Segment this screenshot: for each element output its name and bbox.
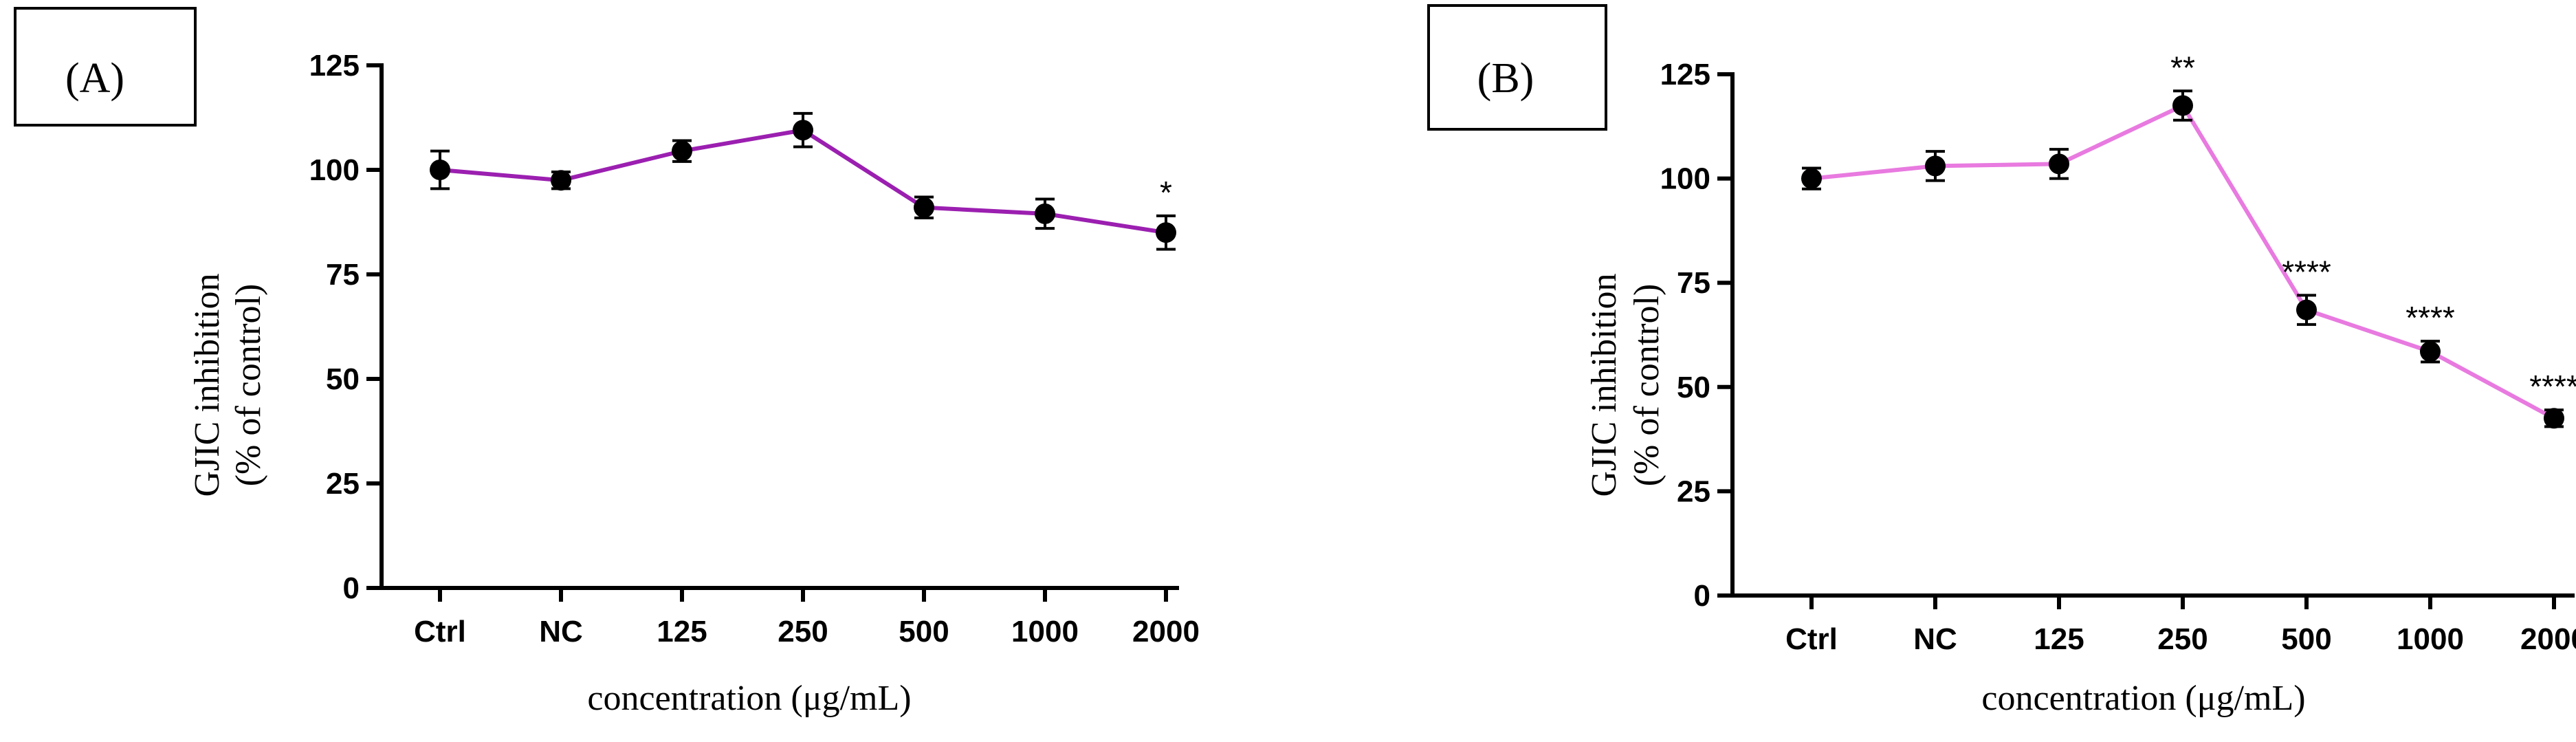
- panel-b-series-line: [1811, 102, 2555, 420]
- panel-a-label: (A): [65, 55, 124, 102]
- panel-b-significance-marker: **: [2170, 50, 2195, 85]
- panel-a-data-point: [793, 120, 813, 141]
- panel-b-y-tick-label: 50: [1677, 371, 1710, 404]
- panel-b-significance-marker: ****: [2529, 369, 2576, 404]
- panel-b-data-point: [2049, 153, 2069, 175]
- panel-a-y-tick-label: 50: [326, 362, 360, 396]
- panel-a-y-tick-label: 75: [326, 258, 360, 292]
- panel-a-data-point: [1156, 222, 1176, 243]
- panel-a-x-tick-label: NC: [539, 615, 583, 648]
- panel-b-x-tick-label: 250: [2157, 622, 2208, 656]
- panel-a-data-point: [1035, 203, 1055, 224]
- panel-a-data-point: [430, 160, 450, 180]
- panel-a-x-tick-label: 1000: [1011, 615, 1079, 648]
- panel-b-y-tick-label: 0: [1694, 579, 1710, 613]
- panel-b-x-tick-label: 1000: [2397, 622, 2464, 656]
- panel-b-data-point: [1801, 168, 1822, 189]
- panel-b-plot: 0255075100125CtrlNC12525050010002000****…: [1660, 50, 2576, 656]
- panel-a-label-box: [14, 7, 197, 127]
- panel-b-x-axis-title: concentration (μg/mL): [1981, 679, 2305, 718]
- panel-b-x-tick-label: 2000: [2520, 622, 2576, 656]
- panel-b-data-point: [2296, 299, 2317, 320]
- panel-a-y-tick-label: 0: [343, 571, 360, 605]
- panel-a: (A) 0 25 50 75 100 125 Ctrl NC 125 250 500 1000 2000…: [14, 7, 1200, 718]
- panel-a-significance-marker: *: [1160, 175, 1172, 210]
- panel-a-data-point: [914, 197, 934, 218]
- panel-b-data-point: [1925, 155, 1946, 177]
- panel-a-plot: 0 25 50 75 100 125 Ctrl NC 125 250 500 1000 2000 *: [309, 49, 1200, 648]
- panel-b-data-point: [2544, 408, 2564, 429]
- panel-b-x-tick-label: Ctrl: [1785, 622, 1838, 656]
- panel-b-label-box: [1427, 4, 1607, 131]
- panel-b-data-point: [2172, 95, 2193, 116]
- panel-b-y-tick-label: 125: [1660, 58, 1710, 91]
- panel-b-y-tick-label: 25: [1677, 474, 1710, 508]
- panel-a-x-tick-label: 2000: [1132, 615, 1200, 648]
- panel-a-x-tick-label: 125: [657, 615, 707, 648]
- panel-b: (B) 0 25 50 75 100 125 Ctrl NC 125 250 500 1000 2000…: [1427, 4, 2576, 718]
- panel-b-y-tick-label: 75: [1677, 266, 1710, 300]
- panel-b-significance-marker: ****: [2406, 300, 2455, 336]
- panel-a-y-axis-title-line2: (% of control): [229, 284, 268, 487]
- panel-b-y-axis-title: GJIC inhibition: [1585, 273, 1624, 497]
- panel-a-y-axis-title: GJIC inhibition: [188, 273, 227, 497]
- panel-a-y-tick-label: 100: [309, 153, 360, 187]
- panel-a-data-point: [551, 170, 571, 191]
- panel-a-x-tick-label: 250: [778, 615, 828, 648]
- panel-a-y-tick-label: 25: [326, 467, 360, 501]
- panel-b-data-point: [2420, 341, 2441, 362]
- panel-b-x-tick-label: 500: [2281, 622, 2331, 656]
- panel-a-x-axis-title: concentration (μg/mL): [587, 679, 911, 718]
- panel-b-significance-marker: ****: [2282, 254, 2331, 290]
- panel-b-label: (B): [1477, 55, 1534, 102]
- panel-b-y-tick-label: 100: [1660, 162, 1710, 196]
- panel-b-y-axis-title-line2: (% of control): [1627, 284, 1666, 487]
- panel-a-y-tick-label: 125: [309, 49, 360, 83]
- panel-a-data-point: [672, 140, 692, 162]
- panel-b-x-tick-label: NC: [1913, 622, 1957, 656]
- panel-b-x-tick-label: 125: [2034, 622, 2084, 656]
- panel-a-x-tick-label: Ctrl: [414, 615, 466, 648]
- panel-a-x-tick-label: 500: [899, 615, 949, 648]
